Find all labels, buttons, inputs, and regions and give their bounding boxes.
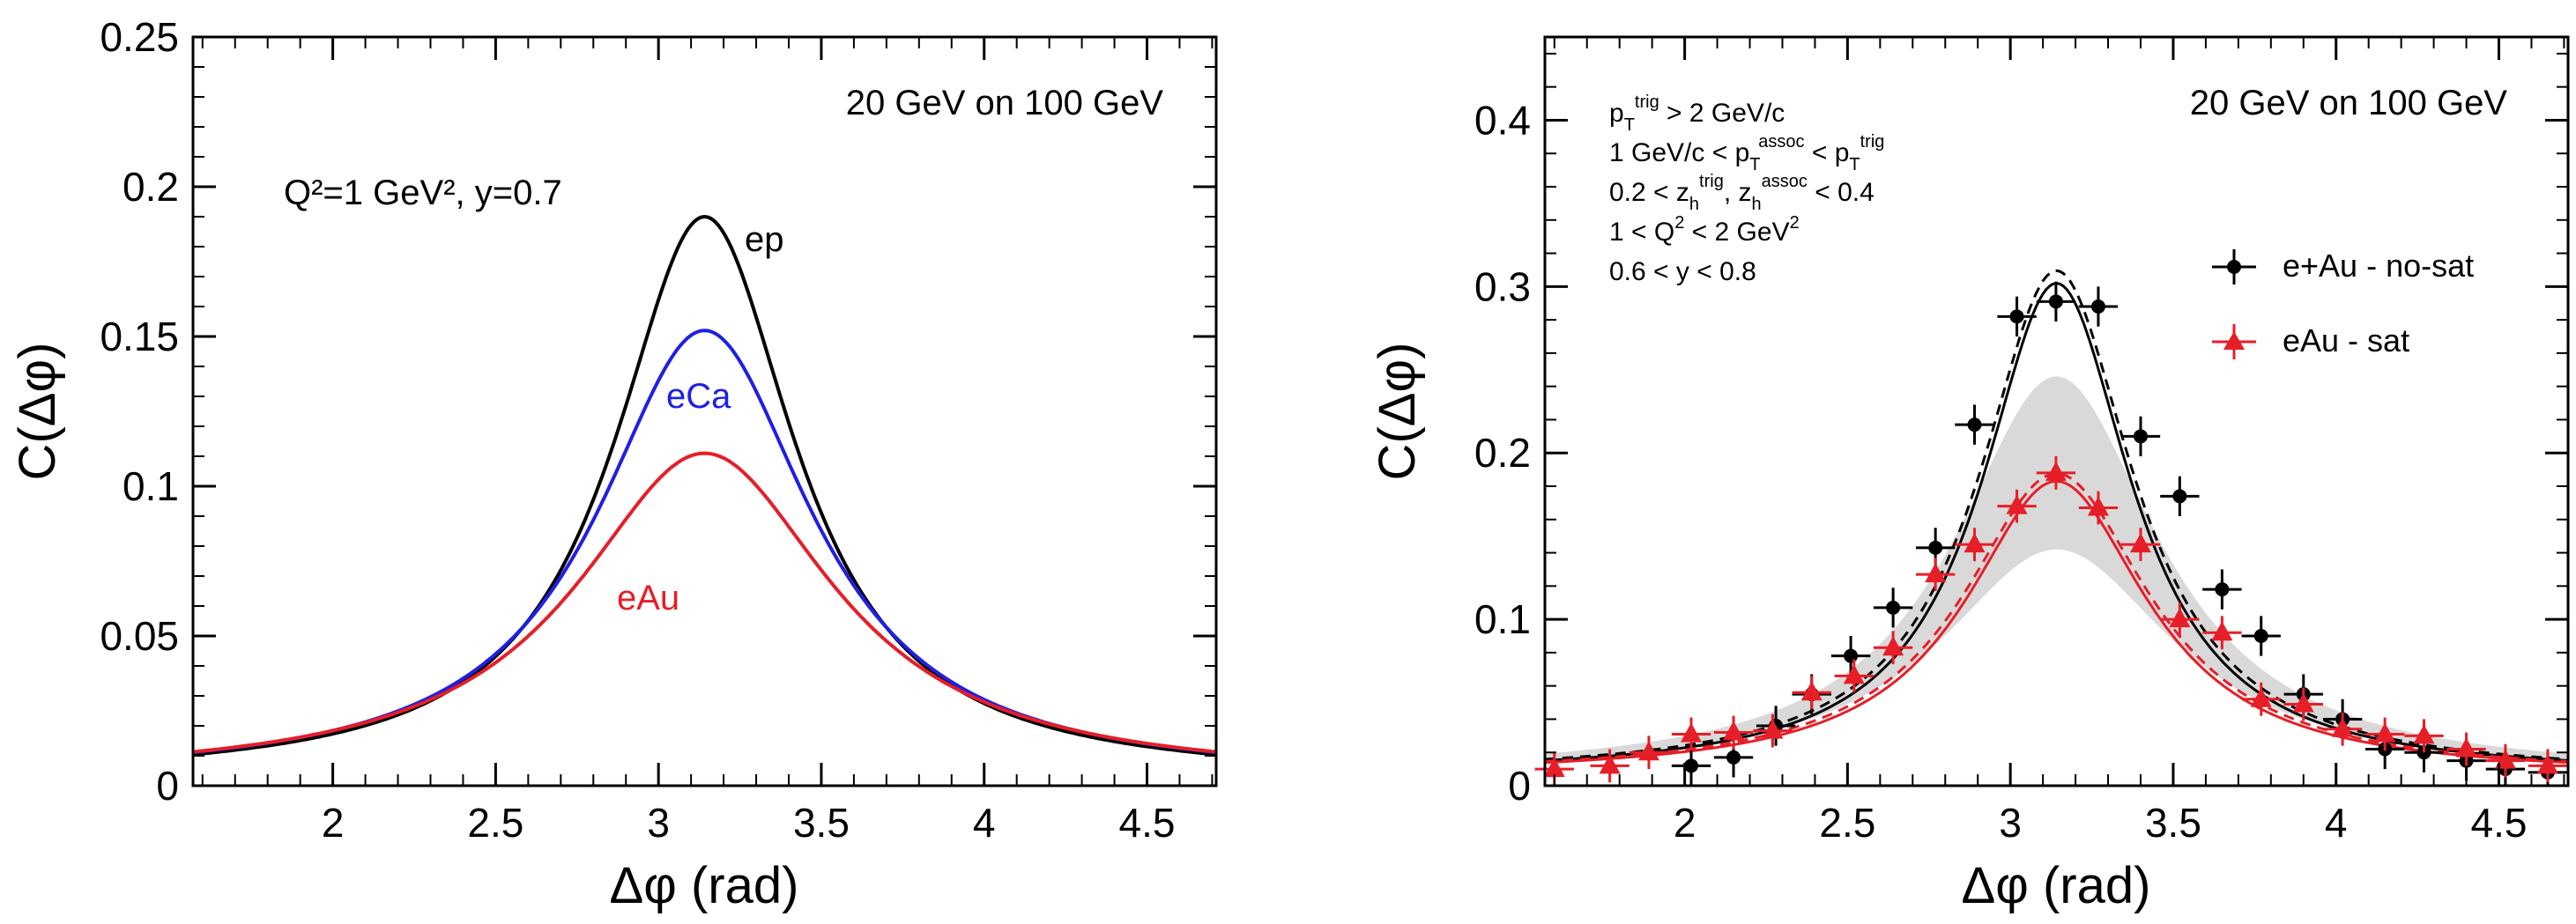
data-point-triangle (2078, 491, 2119, 525)
data-point-circle (2120, 416, 2161, 456)
right-plot-frame (1543, 35, 2570, 787)
data-point-triangle (2404, 719, 2444, 753)
curve-eAu (192, 451, 1217, 754)
legend-label-nosat: e+Au - no-sat (2283, 248, 2474, 284)
y-tick-label: 0.1 (122, 463, 179, 509)
x-tick-label: 4 (973, 800, 996, 846)
y-tick-label: 0.4 (1474, 97, 1531, 143)
data-point-circle (2241, 616, 2281, 656)
y-tick-label: 0.1 (1474, 596, 1531, 642)
data-point-triangle (2241, 682, 2281, 716)
data-point-triangle (2160, 602, 2200, 636)
data-point-triangle (1792, 676, 1831, 710)
data-point-circle (1997, 296, 2037, 336)
left-label-eCa: eCa (666, 377, 731, 416)
legend-marker-circle (2227, 260, 2241, 274)
data-point-triangle (1753, 713, 1793, 748)
left-kinematics-annotation: Q²=1 GeV², y=0.7 (284, 174, 562, 212)
legend-entry-nosat: e+Au - no-sat (2212, 248, 2474, 285)
uncertainty-band (1545, 376, 2568, 760)
cut-y: 0.6 < y < 0.8 (1609, 257, 1756, 286)
x-tick-label: 2.5 (467, 800, 523, 846)
y-tick-label: 0.3 (1474, 263, 1531, 309)
data-point-triangle (1873, 631, 1913, 665)
y-tick-label: 0.05 (100, 613, 179, 659)
left-y-axis-label: C(Δφ) (9, 343, 66, 481)
data-point-triangle (1629, 736, 1669, 770)
cut-zh: 0.2 < zhtrig, zhassoc < 0.4 (1609, 172, 1874, 214)
data-point-triangle (2120, 528, 2161, 561)
y-tick-label: 0.2 (1474, 430, 1531, 476)
x-tick-label: 4.5 (2471, 800, 2528, 846)
legend: e+Au - no-sat eAu - sat (2212, 248, 2474, 359)
data-point-circle (1873, 588, 1913, 628)
right-plot-content (1534, 269, 2569, 786)
x-tick-label: 2.5 (1819, 800, 1875, 846)
y-tick-label: 0 (156, 763, 179, 809)
right-ticks: 2 2.5 3 3.5 4 4.5 0 0.1 0.2 0.3 0.4 (1474, 37, 2568, 846)
data-point-triangle (2446, 732, 2486, 766)
data-point-circle (2160, 476, 2200, 516)
data-point-triangle (2364, 717, 2405, 751)
data-point-triangle (2528, 749, 2568, 783)
data-point-triangle (2322, 712, 2363, 746)
data-point-triangle (2202, 616, 2242, 650)
x-tick-label: 3 (647, 800, 670, 846)
data-point-circle (2078, 286, 2119, 327)
data-point-triangle (1915, 558, 1956, 591)
y-tick-label: 0.15 (100, 314, 179, 359)
left-panel: 2 2.5 3 3.5 4 4.5 0 0.05 0.1 0.15 0.2 0.25 20 GeV o… (9, 14, 1218, 914)
data-point-circle (2202, 569, 2242, 610)
left-x-axis-label: Δφ (rad) (610, 857, 799, 914)
cut-ptrig: pTtrig > 2 GeV/c (1609, 92, 1785, 135)
data-point-triangle (2036, 456, 2076, 490)
x-tick-label: 3.5 (793, 800, 850, 846)
x-tick-label: 4.5 (1119, 800, 1176, 846)
data-point-triangle (2283, 687, 2323, 721)
legend-entry-sat: eAu - sat (2212, 322, 2409, 359)
x-tick-label: 3 (1999, 800, 2022, 846)
data-point-triangle (1997, 489, 2037, 523)
left-plot-content (192, 214, 1217, 757)
right-y-axis-label: C(Δφ) (1369, 343, 1426, 481)
curve-ep (192, 214, 1217, 757)
legend-label-sat: eAu - sat (2283, 322, 2409, 359)
legend-marker-triangle (2223, 331, 2245, 350)
x-tick-label: 4 (2325, 800, 2348, 846)
left-label-eAu: eAu (617, 579, 679, 617)
left-plot-frame (191, 35, 1218, 787)
cut-q2: 1 < Q2 < 2 GeV2 (1609, 213, 1800, 247)
data-point-triangle (1590, 749, 1629, 783)
fit-dashed-0 (1544, 269, 2569, 761)
data-point-triangle (1671, 717, 1711, 751)
left-label-ep: ep (745, 220, 784, 259)
data-point-circle (1671, 745, 1711, 786)
data-point-triangle (1713, 715, 1754, 750)
data-point-circle (1955, 404, 1994, 445)
data-point-triangle (1834, 659, 1874, 693)
right-energy-annotation: 20 GeV on 100 GeV (2190, 84, 2508, 122)
y-tick-label: 0.25 (100, 14, 179, 60)
left-energy-annotation: 20 GeV on 100 GeV (846, 84, 1164, 122)
y-tick-label: 0 (1508, 763, 1531, 809)
cuts-annotation: pTtrig > 2 GeV/c 1 GeV/c < pTassoc < pTt… (1609, 92, 1884, 286)
x-tick-label: 2 (1674, 800, 1696, 846)
y-tick-label: 0.2 (122, 164, 179, 210)
data-point-circle (2036, 281, 2076, 322)
cut-passoc: 1 GeV/c < pTassoc < pTtrig (1609, 132, 1884, 174)
x-tick-label: 2 (322, 800, 345, 846)
right-panel: 2 2.5 3 3.5 4 4.5 0 0.1 0.2 0.3 0.4 20 GeV on 100 … (1369, 35, 2570, 914)
data-point-triangle (1955, 528, 1994, 561)
x-tick-label: 3.5 (2145, 800, 2201, 846)
right-x-axis-label: Δφ (rad) (1962, 857, 2151, 914)
left-ticks: 2 2.5 3 3.5 4 4.5 0 0.05 0.1 0.15 0.2 0.25 (100, 14, 1216, 846)
